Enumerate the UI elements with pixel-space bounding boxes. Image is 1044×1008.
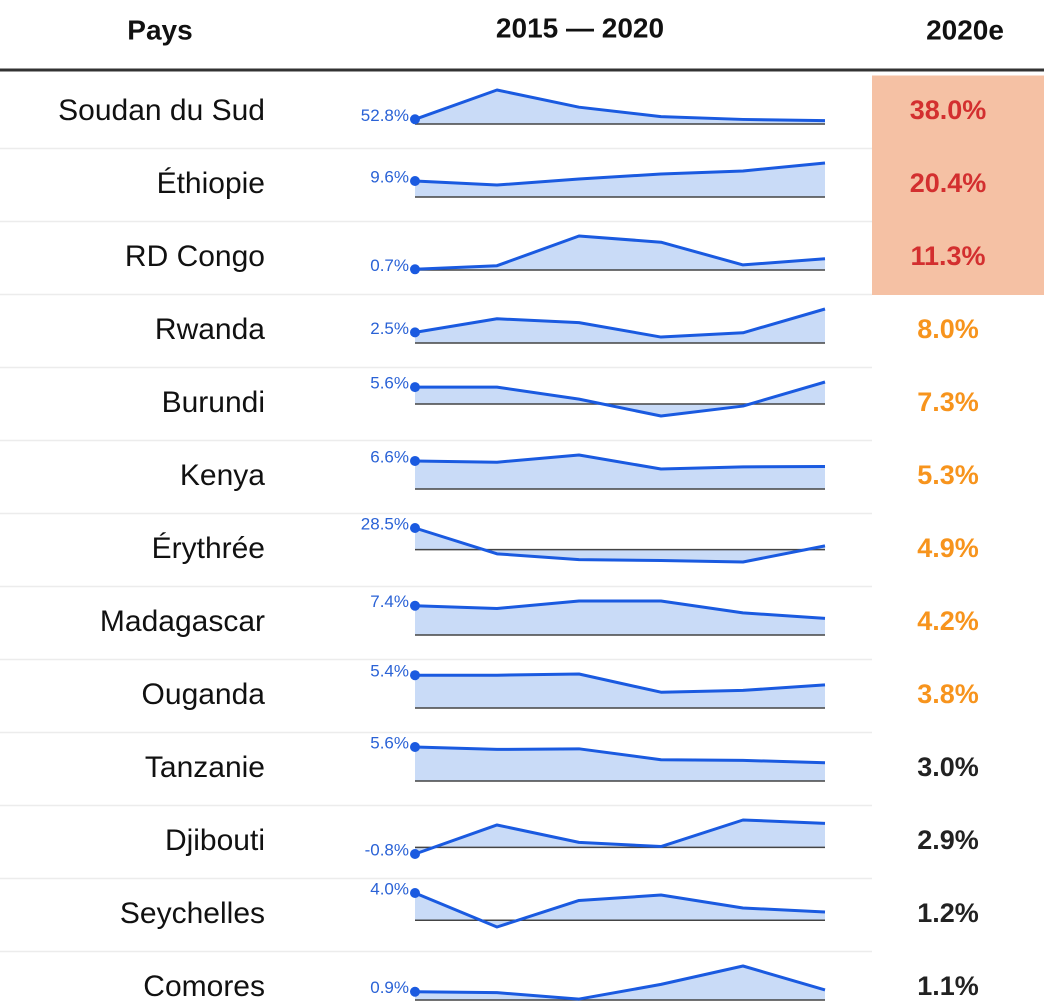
- country: Djibouti: [165, 824, 265, 857]
- sparkline-area: [415, 90, 825, 124]
- sparkline-label: 28.5%: [361, 514, 409, 533]
- sparkline-label: 7.4%: [370, 592, 409, 611]
- header-country: Pays: [127, 14, 192, 45]
- sparkline-area: [415, 820, 825, 854]
- sparkline: [414, 453, 826, 471]
- sparkline-start: [410, 523, 420, 533]
- country: Comores: [143, 970, 265, 1003]
- sparkline-start: [410, 455, 420, 466]
- sparkline: [414, 88, 826, 123]
- country: Rwanda: [155, 313, 265, 346]
- estimate: 3.0%: [917, 752, 979, 782]
- sparkline-start: [410, 114, 420, 125]
- sparkline-start: [410, 986, 420, 997]
- sparkline-area: [415, 236, 825, 270]
- sparkline-start: [410, 742, 420, 752]
- sparkline-label: 52.8%: [361, 106, 409, 125]
- country: Seychelles: [120, 897, 265, 930]
- country: Burundi: [162, 386, 265, 419]
- sparkline: [414, 526, 826, 564]
- sparkline-area: [415, 674, 825, 708]
- sparkline-label: -0.8%: [365, 840, 409, 859]
- sparkline: [415, 672, 826, 694]
- sparkline-label: 0.7%: [370, 256, 409, 275]
- sparkline-label: 4.0%: [370, 879, 409, 898]
- estimate: 11.3%: [910, 241, 985, 271]
- estimate: 4.9%: [917, 533, 979, 563]
- estimate-highlight: [872, 75, 1044, 149]
- sparkline: [414, 599, 826, 620]
- estimate: 4.2%: [917, 606, 979, 636]
- sparkline-label: 9.6%: [370, 167, 409, 186]
- sparkline-start: [410, 176, 420, 186]
- sparkline-area: [415, 893, 825, 927]
- estimate: 8.0%: [917, 314, 979, 344]
- sparkline: [414, 745, 826, 765]
- estimate: 5.3%: [917, 460, 979, 490]
- sparkline-area: [415, 455, 825, 489]
- estimate: 1.1%: [917, 971, 979, 1001]
- estimate: 38.0%: [910, 95, 987, 125]
- sparkline-label: 0.9%: [370, 978, 409, 997]
- estimate: 3.8%: [917, 679, 979, 709]
- sparkline-start: [410, 264, 420, 275]
- estimate: 1.2%: [917, 898, 979, 928]
- sparkline-area: [415, 966, 825, 1000]
- sparkline-area: [415, 601, 825, 635]
- estimate: 20.4%: [910, 168, 987, 198]
- sparkline-label: 5.6%: [370, 733, 409, 752]
- country: Madagascar: [100, 605, 265, 638]
- sparkline: [414, 161, 826, 187]
- sparkline: [414, 307, 826, 339]
- sparkline-start: [410, 888, 420, 898]
- sparkline: [414, 891, 826, 929]
- header-trend: 2015 — 2020: [496, 12, 664, 43]
- estimate: 2.9%: [917, 825, 979, 855]
- country: Ouganda: [142, 678, 266, 711]
- sparkline-start: [410, 600, 420, 611]
- country: Éthiopie: [157, 167, 265, 200]
- country: Tanzanie: [145, 751, 265, 784]
- sparkline-label: 2.5%: [370, 319, 409, 338]
- sparkline: [414, 234, 826, 271]
- sparkline-label: 5.4%: [370, 662, 409, 681]
- sparkline-start: [410, 849, 420, 859]
- sparkline-start: [410, 327, 420, 338]
- estimate-highlight: [872, 148, 1044, 222]
- sparkline-label: 5.6%: [370, 374, 409, 393]
- country: Érythrée: [152, 532, 265, 565]
- sparkline-area: [415, 528, 825, 562]
- country: Soudan du Sud: [58, 94, 265, 127]
- sparkline-start: [410, 670, 420, 681]
- sparkline-area: [415, 163, 825, 197]
- estimate-highlight: [872, 221, 1044, 295]
- sparkline: [414, 818, 826, 856]
- country: RD Congo: [125, 240, 265, 273]
- sparkline: [415, 380, 826, 418]
- sparkline: [414, 964, 826, 1001]
- country: Kenya: [180, 459, 265, 492]
- header-estimate: 2020e: [926, 14, 1004, 45]
- sparkline-label: 6.6%: [370, 447, 409, 466]
- sparkline-start: [410, 382, 420, 393]
- estimate: 7.3%: [917, 387, 979, 417]
- sparkline-area: [415, 747, 825, 781]
